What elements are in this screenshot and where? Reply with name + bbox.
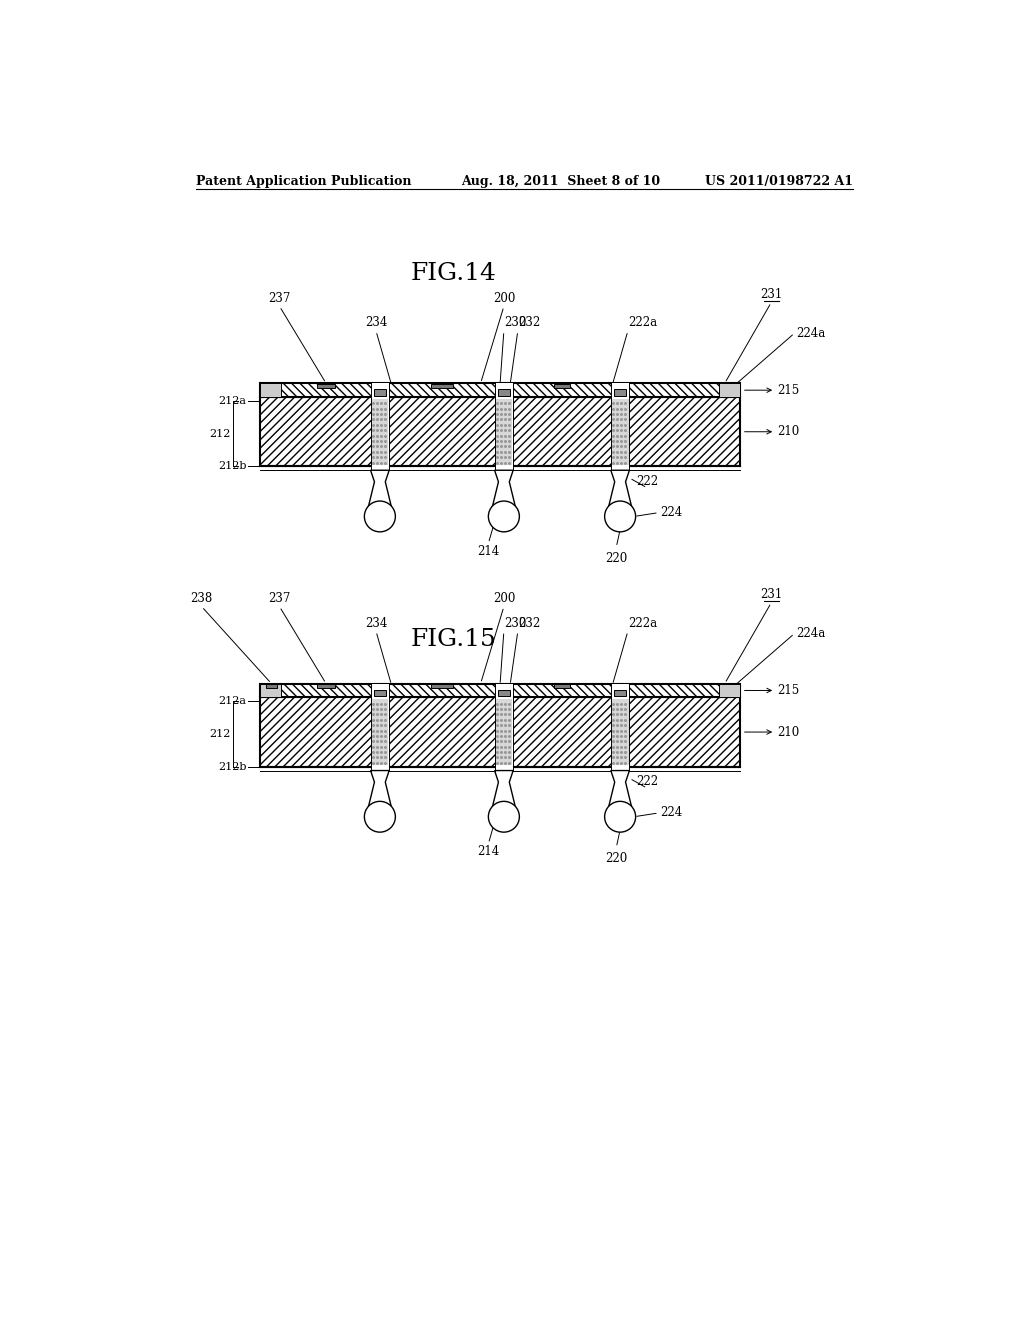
Polygon shape <box>608 771 632 808</box>
Bar <box>371 684 389 771</box>
Text: Aug. 18, 2011  Sheet 8 of 10: Aug. 18, 2011 Sheet 8 of 10 <box>461 176 660 189</box>
Text: 222a: 222a <box>628 317 657 330</box>
Text: 238: 238 <box>190 591 213 605</box>
Text: 200: 200 <box>493 292 515 305</box>
Bar <box>496 700 512 766</box>
Text: 220: 220 <box>605 552 628 565</box>
Circle shape <box>604 801 636 832</box>
Bar <box>554 384 569 388</box>
Bar <box>260 697 740 767</box>
Text: 234: 234 <box>365 317 387 330</box>
Text: 220: 220 <box>605 853 628 865</box>
Bar <box>554 684 569 688</box>
Text: 212b: 212b <box>218 762 247 772</box>
Bar <box>719 383 740 397</box>
Circle shape <box>604 502 636 532</box>
Text: 222: 222 <box>636 475 658 488</box>
Text: 214: 214 <box>477 845 500 858</box>
Text: 222a: 222a <box>628 616 657 630</box>
Circle shape <box>365 801 395 832</box>
Bar <box>316 384 335 388</box>
Bar <box>719 684 740 697</box>
Text: FIG.14: FIG.14 <box>411 263 497 285</box>
Text: FIG.15: FIG.15 <box>411 628 497 651</box>
Text: 212: 212 <box>210 429 231 438</box>
Text: 212: 212 <box>210 729 231 739</box>
Polygon shape <box>369 470 391 507</box>
Text: Patent Application Publication: Patent Application Publication <box>197 176 412 189</box>
Bar <box>611 399 629 465</box>
Bar <box>260 383 740 397</box>
Text: 210: 210 <box>777 726 800 739</box>
Bar <box>611 383 630 470</box>
Bar <box>260 397 740 466</box>
Polygon shape <box>608 470 632 507</box>
Bar <box>614 690 627 696</box>
Bar <box>495 383 513 470</box>
Text: 214: 214 <box>477 545 500 558</box>
Circle shape <box>365 502 395 532</box>
Text: 231: 231 <box>760 589 782 601</box>
Circle shape <box>488 502 519 532</box>
Polygon shape <box>493 470 515 507</box>
Circle shape <box>488 801 519 832</box>
Text: 212a: 212a <box>218 696 247 706</box>
Bar <box>266 684 276 688</box>
Bar <box>431 384 453 388</box>
Bar <box>260 383 282 397</box>
Bar <box>372 399 388 465</box>
Bar <box>611 700 629 766</box>
Bar <box>260 684 740 697</box>
Bar <box>611 684 630 771</box>
Text: 232: 232 <box>518 317 540 330</box>
Bar <box>260 383 740 397</box>
Text: 224a: 224a <box>796 326 825 339</box>
Polygon shape <box>369 771 391 808</box>
Bar <box>496 399 512 465</box>
Text: 210: 210 <box>777 425 800 438</box>
Text: 224: 224 <box>660 807 683 820</box>
Text: 215: 215 <box>777 384 800 397</box>
Bar <box>372 700 388 766</box>
Text: 200: 200 <box>493 591 515 605</box>
Bar <box>374 690 386 696</box>
Text: 222: 222 <box>636 775 658 788</box>
Bar <box>498 690 510 696</box>
Text: 237: 237 <box>268 292 291 305</box>
Text: 212b: 212b <box>218 462 247 471</box>
Bar <box>316 684 335 688</box>
Text: 234: 234 <box>365 616 387 630</box>
Bar <box>260 684 282 697</box>
Bar <box>260 397 740 466</box>
Text: 230: 230 <box>504 317 526 330</box>
Text: 230: 230 <box>504 616 526 630</box>
Text: 232: 232 <box>518 616 540 630</box>
Text: 224: 224 <box>660 506 683 519</box>
Text: 237: 237 <box>268 591 291 605</box>
Bar <box>260 684 740 697</box>
Text: 215: 215 <box>777 684 800 697</box>
Text: 231: 231 <box>760 288 782 301</box>
Bar <box>614 389 627 396</box>
Bar <box>371 383 389 470</box>
Text: 212a: 212a <box>218 396 247 407</box>
Polygon shape <box>493 771 515 808</box>
Bar <box>498 389 510 396</box>
Bar <box>374 389 386 396</box>
Bar <box>260 697 740 767</box>
Text: US 2011/0198722 A1: US 2011/0198722 A1 <box>706 176 853 189</box>
Bar <box>495 684 513 771</box>
Bar <box>431 684 453 688</box>
Text: 224a: 224a <box>796 627 825 640</box>
